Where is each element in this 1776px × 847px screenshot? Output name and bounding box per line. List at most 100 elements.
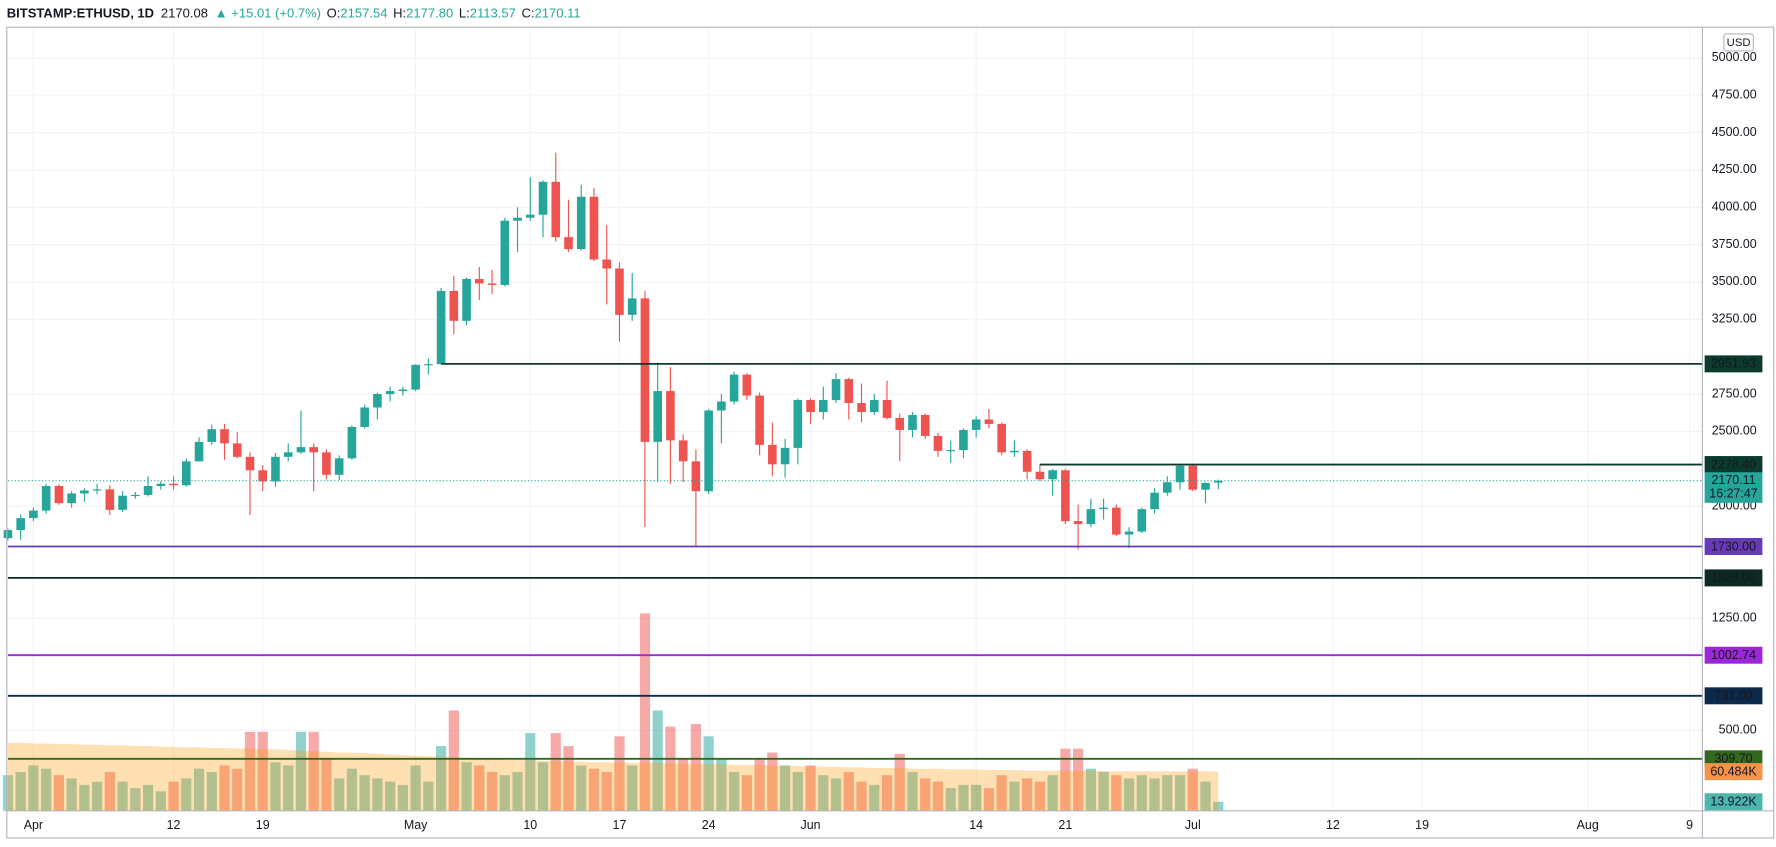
candle-body bbox=[1048, 470, 1057, 480]
candle-body bbox=[1137, 509, 1147, 532]
volume-bar bbox=[181, 778, 192, 811]
volume-ma-box bbox=[1704, 763, 1763, 781]
candle-body bbox=[882, 400, 892, 418]
volume-bar bbox=[945, 788, 956, 811]
candle-body bbox=[475, 278, 484, 284]
volume-bar bbox=[881, 775, 893, 811]
candle-body bbox=[449, 290, 459, 321]
volume-bar bbox=[206, 771, 217, 811]
volume-bar bbox=[321, 758, 332, 811]
candle-body bbox=[1010, 450, 1019, 453]
last-price: 2170.08 bbox=[161, 6, 208, 21]
candle-body bbox=[271, 456, 280, 482]
y-tick-label: 3750.00 bbox=[1712, 237, 1757, 251]
candle-body bbox=[1188, 465, 1198, 490]
volume-bar bbox=[15, 771, 26, 811]
x-tick-label: Jun bbox=[801, 818, 821, 832]
candle-body bbox=[933, 435, 943, 451]
symbol: BITSTAMP:ETHUSD, 1D bbox=[7, 6, 154, 21]
ohlc-value: 2170.11 bbox=[535, 6, 581, 21]
ohlc-value: 2177.80 bbox=[406, 6, 453, 21]
candle-body bbox=[131, 494, 140, 497]
volume-bar bbox=[537, 762, 549, 811]
level-label-box bbox=[1704, 569, 1763, 587]
volume-bar bbox=[219, 765, 230, 811]
candle-body bbox=[1175, 465, 1185, 483]
candle-body bbox=[908, 414, 917, 430]
volume-bar bbox=[104, 771, 115, 811]
volume-bar bbox=[334, 778, 345, 811]
volume-bar bbox=[741, 775, 752, 811]
candle-body bbox=[373, 394, 382, 408]
level-label: 1730.00 bbox=[1711, 539, 1756, 553]
candle-body bbox=[169, 483, 178, 486]
volume-bar bbox=[1213, 801, 1224, 811]
candle-body bbox=[831, 379, 841, 401]
x-tick-label: 12 bbox=[167, 818, 181, 832]
x-tick-label: 19 bbox=[1415, 818, 1429, 832]
volume-ma-label: 60.484K bbox=[1710, 764, 1757, 778]
volume-bar bbox=[359, 775, 370, 811]
y-tick-label: 4250.00 bbox=[1712, 162, 1757, 176]
x-tick-label: Aug bbox=[1577, 818, 1599, 832]
candle-body bbox=[1035, 471, 1045, 480]
volume-bar bbox=[448, 710, 459, 811]
candle-body bbox=[143, 485, 153, 495]
y-tick-label: 5000.00 bbox=[1712, 50, 1757, 64]
volume-bar bbox=[525, 733, 536, 811]
y-tick-label: 4750.00 bbox=[1712, 87, 1757, 101]
candle-body bbox=[551, 181, 561, 238]
volume-bar bbox=[232, 768, 243, 811]
candle-body bbox=[334, 458, 344, 475]
volume-bar bbox=[486, 771, 498, 811]
candle-body bbox=[1150, 492, 1159, 510]
candle-body bbox=[564, 237, 573, 250]
candle-body bbox=[971, 419, 981, 430]
candle-body bbox=[360, 407, 369, 427]
candle-body bbox=[729, 374, 739, 402]
volume-bar bbox=[28, 765, 39, 811]
volume-bar bbox=[818, 775, 829, 811]
volume-bar bbox=[652, 710, 663, 811]
volume-bar bbox=[155, 791, 166, 811]
axes: 500.001250.002000.002500.002750.003250.0… bbox=[24, 50, 1757, 832]
candle-body bbox=[92, 489, 102, 491]
candle-body bbox=[156, 483, 166, 486]
volume-bar bbox=[1060, 748, 1071, 811]
candle-body bbox=[105, 489, 115, 510]
volume-bar bbox=[856, 781, 867, 811]
candle-body bbox=[895, 417, 905, 430]
candle-body bbox=[16, 518, 25, 531]
volume-ma-area bbox=[7, 742, 1219, 811]
ohlc-key: O: bbox=[327, 6, 341, 21]
level-label: 2951.93 bbox=[1711, 357, 1756, 371]
volume-bar bbox=[117, 781, 128, 811]
candle-body bbox=[678, 440, 688, 462]
candle-body bbox=[755, 395, 764, 445]
current-price-box bbox=[1704, 472, 1763, 503]
volume-bar bbox=[958, 784, 969, 811]
volume-bar bbox=[1174, 775, 1186, 811]
candle-body bbox=[29, 510, 38, 519]
volume-bar bbox=[295, 731, 307, 811]
volume-bar bbox=[168, 781, 179, 811]
candle-body bbox=[1124, 531, 1134, 535]
candle-body bbox=[54, 485, 64, 504]
volume-bar bbox=[830, 778, 842, 811]
volume-bar bbox=[1187, 768, 1198, 811]
candle-body bbox=[946, 450, 956, 452]
header: BITSTAMP:ETHUSD, 1D 2170.08 ▲ +15.01 (+0.7… bbox=[7, 6, 581, 21]
candle-body bbox=[220, 429, 229, 444]
volume-box bbox=[1704, 793, 1763, 811]
y-tick-label: 2500.00 bbox=[1712, 424, 1757, 438]
candle-body bbox=[194, 441, 204, 462]
currency: USD bbox=[1727, 37, 1751, 49]
candle-body bbox=[666, 391, 675, 441]
current-price-label: 2170.11 bbox=[1711, 473, 1755, 487]
volume-bar bbox=[1162, 775, 1173, 811]
volume-bar bbox=[767, 752, 778, 811]
volume-bar bbox=[53, 775, 64, 811]
x-tick-label: 21 bbox=[1058, 818, 1072, 832]
candle-body bbox=[3, 530, 13, 539]
grid bbox=[7, 28, 1703, 811]
